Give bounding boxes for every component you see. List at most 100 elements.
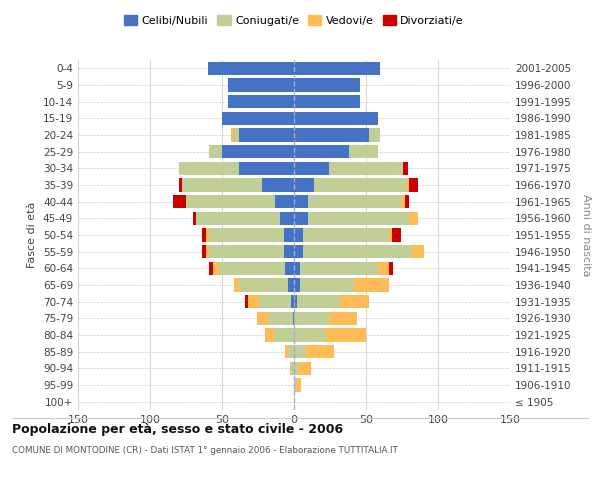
Bar [291, 295, 294, 308]
Bar [405, 195, 409, 208]
Bar [259, 295, 291, 308]
Bar [228, 95, 294, 108]
Bar [233, 128, 239, 141]
Bar [280, 212, 294, 225]
Bar [239, 162, 294, 175]
Bar [326, 328, 366, 342]
Text: Popolazione per età, sesso e stato civile - 2006: Popolazione per età, sesso e stato civil… [12, 422, 343, 436]
Bar [377, 262, 389, 275]
Bar [401, 195, 405, 208]
Bar [228, 78, 294, 92]
Bar [329, 162, 403, 175]
Bar [349, 145, 377, 158]
Bar [294, 95, 360, 108]
Bar [294, 78, 360, 92]
Bar [193, 212, 196, 225]
Legend: Celibi/Nubili, Coniugati/e, Vedovi/e, Divorziati/e: Celibi/Nubili, Coniugati/e, Vedovi/e, Di… [119, 10, 469, 30]
Bar [214, 262, 219, 275]
Bar [308, 195, 401, 208]
Bar [209, 228, 284, 241]
Bar [268, 312, 293, 325]
Bar [294, 328, 326, 342]
Bar [389, 228, 392, 241]
Bar [288, 345, 294, 358]
Bar [329, 312, 358, 325]
Bar [294, 195, 308, 208]
Bar [284, 228, 294, 241]
Bar [369, 128, 380, 141]
Bar [209, 262, 214, 275]
Bar [222, 145, 294, 158]
Bar [230, 128, 233, 141]
Bar [291, 362, 294, 375]
Bar [265, 328, 274, 342]
Bar [202, 245, 206, 258]
Bar [294, 278, 300, 291]
Bar [298, 362, 311, 375]
Bar [294, 162, 329, 175]
Bar [409, 178, 418, 192]
Bar [182, 178, 262, 192]
Bar [288, 278, 294, 291]
Bar [206, 228, 209, 241]
Bar [219, 262, 286, 275]
Bar [308, 212, 409, 225]
Bar [340, 295, 369, 308]
Bar [245, 295, 248, 308]
Bar [294, 112, 377, 125]
Bar [274, 328, 294, 342]
Bar [406, 178, 409, 192]
Bar [302, 228, 389, 241]
Bar [294, 312, 329, 325]
Bar [257, 312, 268, 325]
Bar [275, 195, 294, 208]
Bar [294, 262, 300, 275]
Bar [209, 245, 284, 258]
Bar [294, 245, 302, 258]
Bar [300, 278, 355, 291]
Y-axis label: Anni di nascita: Anni di nascita [581, 194, 591, 276]
Bar [294, 362, 298, 375]
Bar [305, 345, 334, 358]
Bar [196, 212, 280, 225]
Bar [248, 295, 259, 308]
Bar [239, 128, 294, 141]
Bar [392, 228, 401, 241]
Bar [233, 278, 239, 291]
Bar [409, 212, 418, 225]
Bar [286, 262, 294, 275]
Bar [179, 162, 239, 175]
Bar [294, 345, 305, 358]
Y-axis label: Fasce di età: Fasce di età [28, 202, 37, 268]
Bar [186, 195, 275, 208]
Bar [290, 362, 291, 375]
Bar [412, 245, 424, 258]
Bar [262, 178, 294, 192]
Bar [294, 128, 369, 141]
Bar [389, 262, 394, 275]
Bar [294, 145, 349, 158]
Bar [294, 212, 308, 225]
Bar [222, 112, 294, 125]
Bar [294, 295, 297, 308]
Bar [284, 245, 294, 258]
Bar [355, 278, 389, 291]
Bar [294, 178, 314, 192]
Bar [286, 345, 288, 358]
Bar [294, 62, 380, 75]
Bar [294, 228, 302, 241]
Bar [173, 195, 186, 208]
Bar [209, 145, 222, 158]
Bar [293, 312, 294, 325]
Bar [202, 228, 206, 241]
Bar [179, 178, 182, 192]
Bar [297, 378, 301, 392]
Bar [314, 178, 406, 192]
Bar [208, 62, 294, 75]
Text: COMUNE DI MONTODINE (CR) - Dati ISTAT 1° gennaio 2006 - Elaborazione TUTTITALIA.: COMUNE DI MONTODINE (CR) - Dati ISTAT 1°… [12, 446, 398, 455]
Bar [239, 278, 288, 291]
Bar [403, 162, 408, 175]
Bar [300, 262, 377, 275]
Bar [294, 378, 297, 392]
Bar [206, 245, 209, 258]
